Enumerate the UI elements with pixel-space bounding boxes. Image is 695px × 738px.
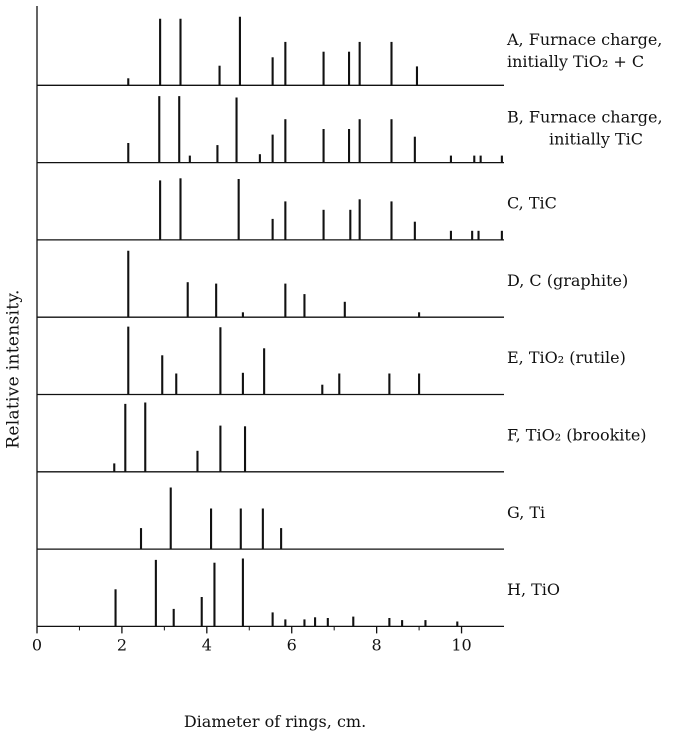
y-axis-label: Relative intensity.: [2, 0, 26, 738]
panel-b: B, Furnace charge, initially TiC: [37, 96, 663, 164]
x-axis: 0 2 4 6 8 10: [32, 6, 472, 654]
panel-label: C, TiC: [507, 194, 557, 213]
panel-e: E, TiO₂ (rutile): [37, 326, 626, 396]
panel-label: G, Ti: [507, 503, 545, 522]
panel-label-line-1: B, Furnace charge,: [507, 107, 663, 126]
panel-label: F, TiO₂ (brookite): [507, 426, 647, 445]
panel-c: C, TiC: [37, 178, 557, 241]
panel-h: H, TiO: [37, 558, 560, 628]
panel-label: D, C (graphite): [507, 271, 628, 290]
x-tick-label: 2: [117, 635, 127, 654]
panel-a: A, Furnace charge, initially TiO₂ + C: [37, 16, 662, 86]
y-axis-label-text: Relative intensity.: [4, 289, 25, 449]
panel-g: G, Ti: [37, 487, 545, 550]
x-axis-label: Diameter of rings, cm.: [183, 712, 367, 731]
panel-label-line-2: initially TiO₂ + C: [507, 52, 644, 71]
panel-label-line-2: initially TiC: [549, 129, 643, 148]
x-tick-label: 0: [32, 635, 42, 654]
x-tick-label: 8: [372, 635, 382, 654]
panels-group: A, Furnace charge, initially TiO₂ + C B, F…: [37, 16, 663, 628]
panel-d: D, C (graphite): [37, 250, 628, 318]
panel-label: H, TiO: [507, 580, 560, 599]
panel-label-line-1: A, Furnace charge,: [506, 30, 662, 49]
x-tick-label: 4: [202, 635, 212, 654]
panel-f: F, TiO₂ (brookite): [37, 402, 647, 473]
panel-label: E, TiO₂ (rutile): [507, 348, 626, 367]
x-tick-label: 10: [451, 635, 471, 654]
x-tick-label: 6: [287, 635, 297, 654]
